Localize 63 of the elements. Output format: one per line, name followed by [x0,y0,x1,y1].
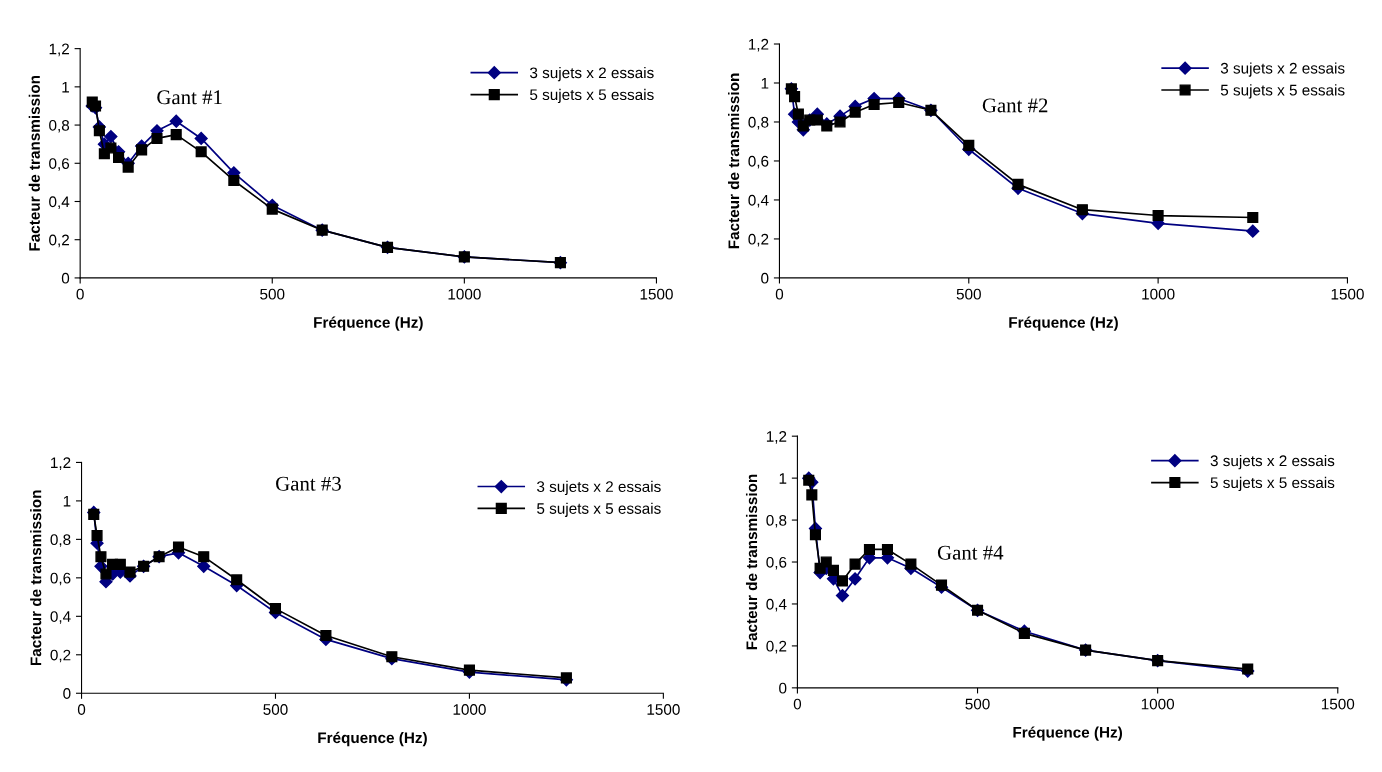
x-axis-title: Fréquence (Hz) [314,316,423,331]
text: Gant #1 [157,90,222,105]
y-axis-title: Facteur de transmission [30,490,42,666]
x-tick-label: 500 [263,704,288,715]
x-tick-label: 0 [793,698,802,710]
y-tick-label: 0 [761,272,769,284]
y-tick-label: 0,8 [50,534,71,547]
legend-label: 3 sujets x 2 essais [529,66,654,82]
y-tick-label: 1 [63,495,71,507]
x-axis-title: Fréquence (Hz) [318,731,427,747]
y-tick-label: 0,6 [766,556,787,570]
y-axis-title: Facteur de transmission [728,73,740,249]
x-tick-label: 1000 [1142,288,1175,300]
y-tick-label: 0,2 [766,640,787,654]
x-axis-title: Fréquence (Hz) [1013,726,1123,741]
y-tick-label: 0,8 [49,119,70,133]
y-tick-label: 0,4 [748,194,769,208]
y-tick-label: 0,8 [748,116,769,130]
y-tick-label: 0,6 [748,155,769,169]
y-tick-label: 1,2 [49,43,69,57]
y-tick-label: 0,4 [50,611,71,624]
legend-label: 3 sujets x 2 essais [1220,62,1345,77]
y-tick-label: 1 [761,78,769,89]
y-axis-title: Facteur de transmission [745,474,758,650]
y-tick-label: 0 [779,682,787,694]
legend-label: 5 sujets x 5 essais [1220,84,1345,99]
y-tick-label: 0 [63,688,71,699]
text: Gant #2 [982,98,1048,113]
x-tick-label: 1500 [1321,698,1355,710]
x-tick-label: 1000 [1141,698,1175,710]
x-tick-label: 1500 [640,288,673,300]
text: Gant #3 [276,476,341,491]
x-tick-label: 1000 [453,704,486,715]
y-tick-label: 1,2 [766,431,787,444]
legend-label: 3 sujets x 2 essais [1210,454,1335,470]
y-tick-label: 0,2 [748,233,769,247]
x-tick-label: 1500 [647,704,680,715]
y-tick-label: 1,2 [748,38,769,52]
y-tick-label: 0,4 [766,598,787,612]
x-axis-title: Fréquence (Hz) [1009,316,1118,331]
x-tick-label: 500 [956,288,981,300]
legend-label: 5 sujets x 5 essais [1210,476,1335,492]
y-tick-label: 0,6 [49,158,70,171]
x-tick-label: 0 [76,288,84,300]
y-tick-label: 0 [61,272,70,284]
x-tick-label: 1500 [1331,288,1364,300]
x-tick-label: 0 [77,704,86,715]
y-tick-label: 0,4 [49,196,70,209]
text: Gant #4 [937,545,1004,560]
x-tick-label: 500 [965,698,990,710]
y-tick-label: 1,2 [51,457,71,470]
y-tick-label: 1 [779,473,787,484]
x-tick-label: 500 [260,288,285,300]
y-tick-label: 1 [62,81,69,93]
y-axis-title: Facteur de transmission [28,75,40,251]
legend-label: 5 sujets x 5 essais [530,88,654,104]
y-tick-label: 0,6 [50,572,71,586]
y-tick-label: 0,8 [766,514,787,528]
y-tick-label: 0,2 [49,234,69,248]
y-tick-label: 0,2 [50,649,71,663]
legend-label: 5 sujets x 5 essais [537,502,661,517]
legend-label: 3 sujets x 2 essais [537,480,661,496]
x-tick-label: 1000 [448,288,481,300]
